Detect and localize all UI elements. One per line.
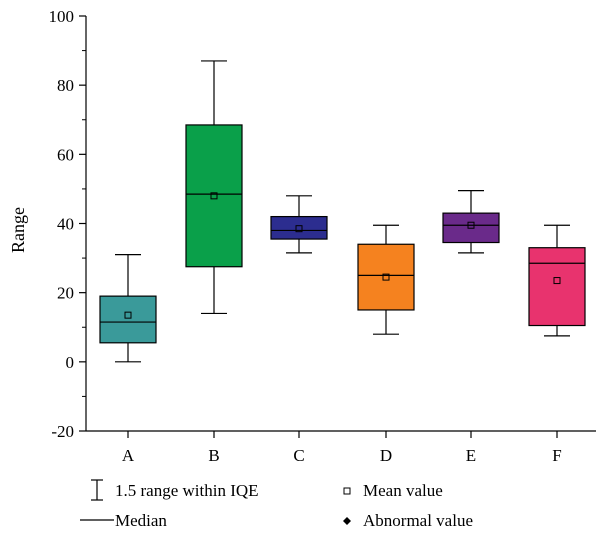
legend-item: Mean value (344, 481, 443, 500)
legend-item: Median (80, 511, 167, 530)
legend-label: Abnormal value (363, 511, 473, 530)
legend-item: 1.5 range within IQE (91, 480, 259, 500)
legend-label: Median (115, 511, 167, 530)
box-F (529, 225, 585, 336)
box-A (100, 255, 156, 362)
y-tick-label: 40 (57, 215, 74, 234)
y-tick-label: 20 (57, 284, 74, 303)
iqr-box (529, 248, 585, 326)
iqr-box (358, 244, 414, 310)
x-tick-label: A (122, 446, 135, 465)
box-D (358, 225, 414, 334)
y-tick-label: 100 (49, 7, 75, 26)
legend-label: Mean value (363, 481, 443, 500)
legend-item: Abnormal value (343, 511, 473, 530)
iqr-box (186, 125, 242, 267)
x-tick-label: B (208, 446, 219, 465)
y-tick-label: -20 (51, 422, 74, 441)
y-tick-label: 0 (66, 353, 75, 372)
box-C (271, 196, 327, 253)
x-tick-label: C (293, 446, 304, 465)
legend: 1.5 range within IQE Mean value Median Abno… (80, 480, 473, 530)
x-tick-label: D (380, 446, 392, 465)
legend-label: 1.5 range within IQE (115, 481, 259, 500)
iqr-box (100, 296, 156, 343)
y-tick-label: 60 (57, 145, 74, 164)
y-axis-title: Range (8, 207, 28, 253)
box-B (186, 61, 242, 313)
iqr-box (271, 217, 327, 239)
box-E (443, 191, 499, 253)
legend-mean-symbol (344, 488, 350, 494)
x-tick-label: F (552, 446, 561, 465)
legend-abnormal-symbol (343, 517, 351, 525)
y-tick-label: 80 (57, 76, 74, 95)
boxes-layer (100, 61, 585, 362)
x-tick-label: E (466, 446, 476, 465)
